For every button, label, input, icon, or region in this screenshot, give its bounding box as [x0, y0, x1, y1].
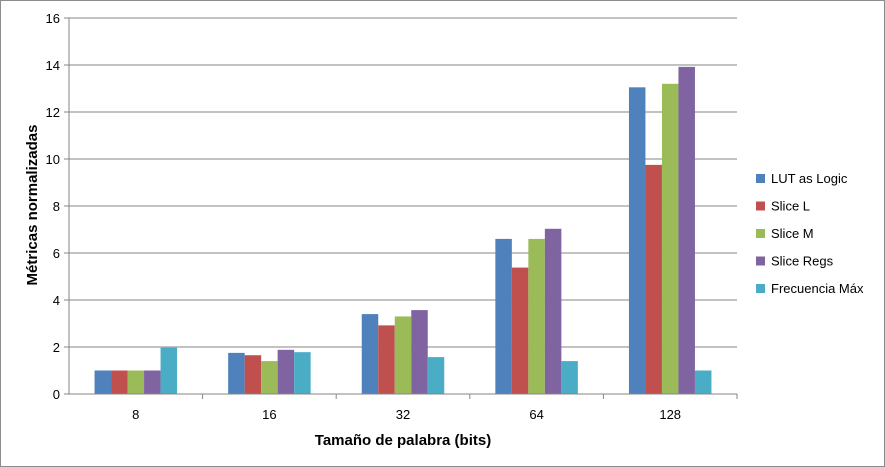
x-tick-label: 64	[529, 407, 543, 422]
bar	[228, 352, 245, 394]
y-tick-label: 12	[46, 105, 60, 120]
y-tick-label: 14	[46, 58, 60, 73]
bar	[111, 370, 128, 394]
axes: 0 2 4 6 8 10 12 14 16 8 16 32 64 128	[46, 11, 738, 422]
legend: LUT as Logic Slice L Slice M Slice Regs Frec…	[756, 171, 864, 296]
legend-swatch	[756, 174, 765, 183]
bar	[261, 361, 278, 394]
bar	[160, 347, 178, 394]
legend-label: Slice L	[771, 199, 810, 214]
bar	[427, 357, 445, 394]
legend-label: Slice Regs	[771, 254, 834, 269]
y-tick-label: 16	[46, 11, 60, 26]
bar	[661, 83, 679, 395]
y-tick-label: 6	[53, 246, 60, 261]
legend-swatch	[756, 201, 765, 211]
bar	[394, 316, 412, 394]
legend-label: Frecuencia Máx	[771, 281, 864, 296]
legend-swatch	[756, 256, 765, 266]
bar	[127, 370, 145, 394]
bars	[94, 66, 712, 395]
y-tick-label: 8	[53, 199, 60, 214]
bar	[628, 87, 646, 394]
bar	[294, 352, 311, 394]
bar	[511, 267, 529, 394]
y-tick-label: 4	[53, 293, 60, 308]
x-tick-label: 8	[132, 407, 139, 422]
bar	[561, 361, 578, 394]
y-axis-title: Métricas normalizadas	[24, 125, 41, 286]
legend-label: Slice M	[771, 226, 814, 241]
x-axis-title: Tamaño de palabra (bits)	[315, 432, 491, 449]
bar	[544, 228, 562, 394]
bar	[94, 370, 112, 394]
y-tick-label: 10	[46, 152, 60, 167]
bar	[495, 238, 512, 394]
y-tick-label: 0	[53, 387, 60, 402]
gridlines	[69, 17, 737, 348]
y-tick-label: 2	[53, 340, 60, 355]
bar	[678, 66, 695, 394]
x-tick-label: 128	[659, 407, 681, 422]
bar	[144, 370, 161, 394]
bar	[694, 370, 712, 394]
x-tick-label: 32	[396, 407, 410, 422]
bar	[244, 355, 262, 394]
x-tick-label: 16	[262, 407, 276, 422]
bar	[277, 349, 295, 394]
legend-swatch	[756, 229, 765, 238]
bar	[378, 325, 395, 394]
legend-label: LUT as Logic	[771, 171, 848, 186]
bar	[361, 314, 379, 394]
bar	[528, 238, 545, 394]
bar	[411, 310, 428, 394]
legend-swatch	[756, 284, 765, 293]
bar	[645, 164, 662, 394]
